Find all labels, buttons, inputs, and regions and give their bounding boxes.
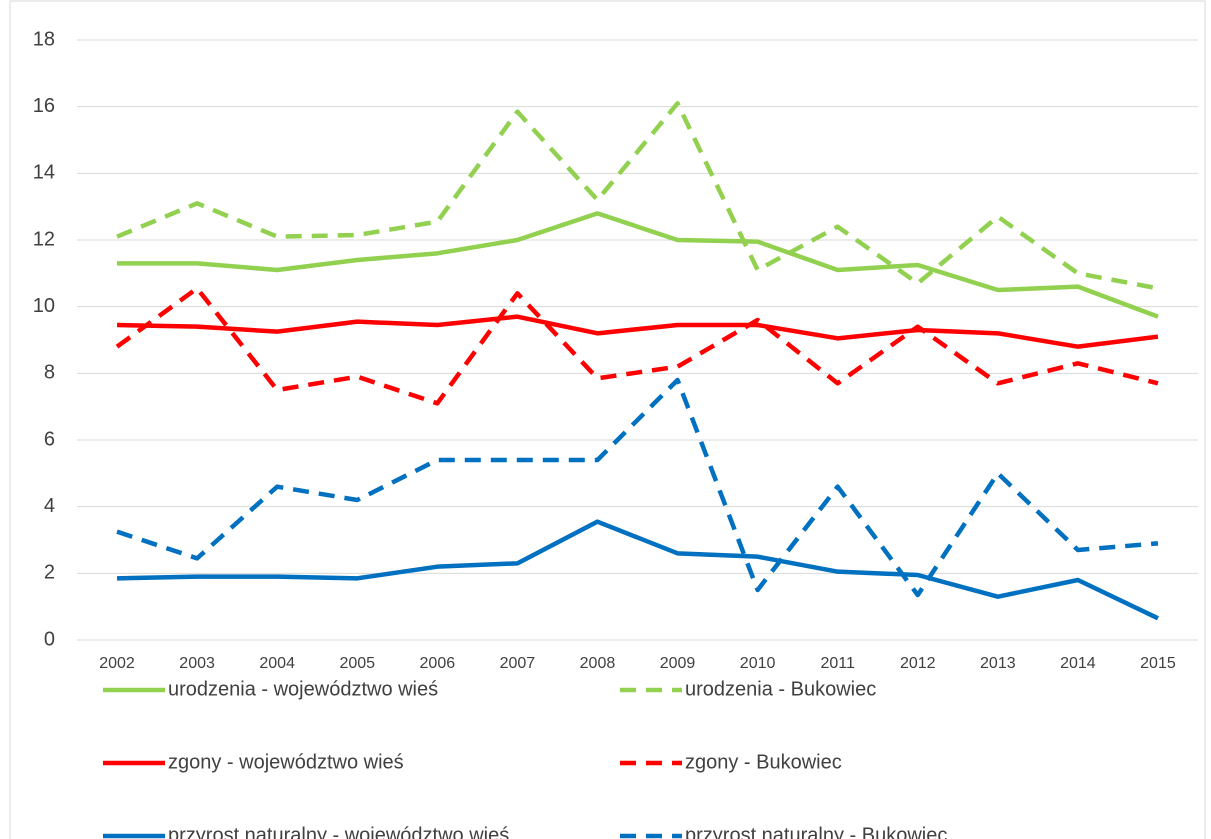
legend-label: przyrost naturalny - Bukowiec — [685, 824, 947, 839]
x-tick-label: 2003 — [179, 655, 215, 672]
y-tick-label: 8 — [44, 362, 55, 384]
x-tick-label: 2012 — [900, 655, 936, 672]
y-tick-label: 16 — [33, 95, 55, 117]
y-tick-label: 6 — [44, 428, 55, 450]
y-tick-label: 18 — [33, 28, 55, 50]
y-tick-label: 14 — [33, 162, 55, 184]
y-tick-label: 2 — [44, 562, 55, 584]
chart-frame — [9, 0, 1206, 839]
y-tick-label: 12 — [33, 228, 55, 250]
series-line — [116, 377, 1159, 598]
x-tick-label: 2014 — [1060, 655, 1096, 672]
x-tick-label: 2013 — [980, 655, 1016, 672]
x-tick-label: 2010 — [740, 655, 776, 672]
legend-label: urodzenia - Bukowiec — [685, 678, 876, 700]
x-tick-label: 2004 — [259, 655, 295, 672]
x-tick-label: 2015 — [1140, 655, 1176, 672]
x-tick-label: 2005 — [339, 655, 375, 672]
y-tick-label: 4 — [44, 495, 55, 517]
x-tick-label: 2007 — [500, 655, 536, 672]
series-line — [116, 519, 1159, 621]
x-tick-label: 2002 — [99, 655, 135, 672]
x-tick-label: 2008 — [580, 655, 616, 672]
legend-label: zgony - województwo wieś — [168, 751, 404, 773]
x-tick-label: 2006 — [420, 655, 456, 672]
x-tick-label: 2011 — [820, 655, 855, 672]
series-line — [115, 286, 1159, 406]
series-line — [116, 314, 1159, 349]
series-line — [117, 211, 1159, 319]
legend-label: urodzenia - województwo wieś — [168, 678, 438, 700]
y-tick-label: 0 — [44, 628, 55, 650]
series-line — [116, 101, 1159, 291]
legend-label: przyrost naturalny - województwo wieś — [168, 824, 509, 839]
x-tick-label: 2009 — [660, 655, 696, 672]
y-tick-label: 10 — [33, 295, 55, 317]
legend-label: zgony - Bukowiec — [685, 751, 842, 773]
